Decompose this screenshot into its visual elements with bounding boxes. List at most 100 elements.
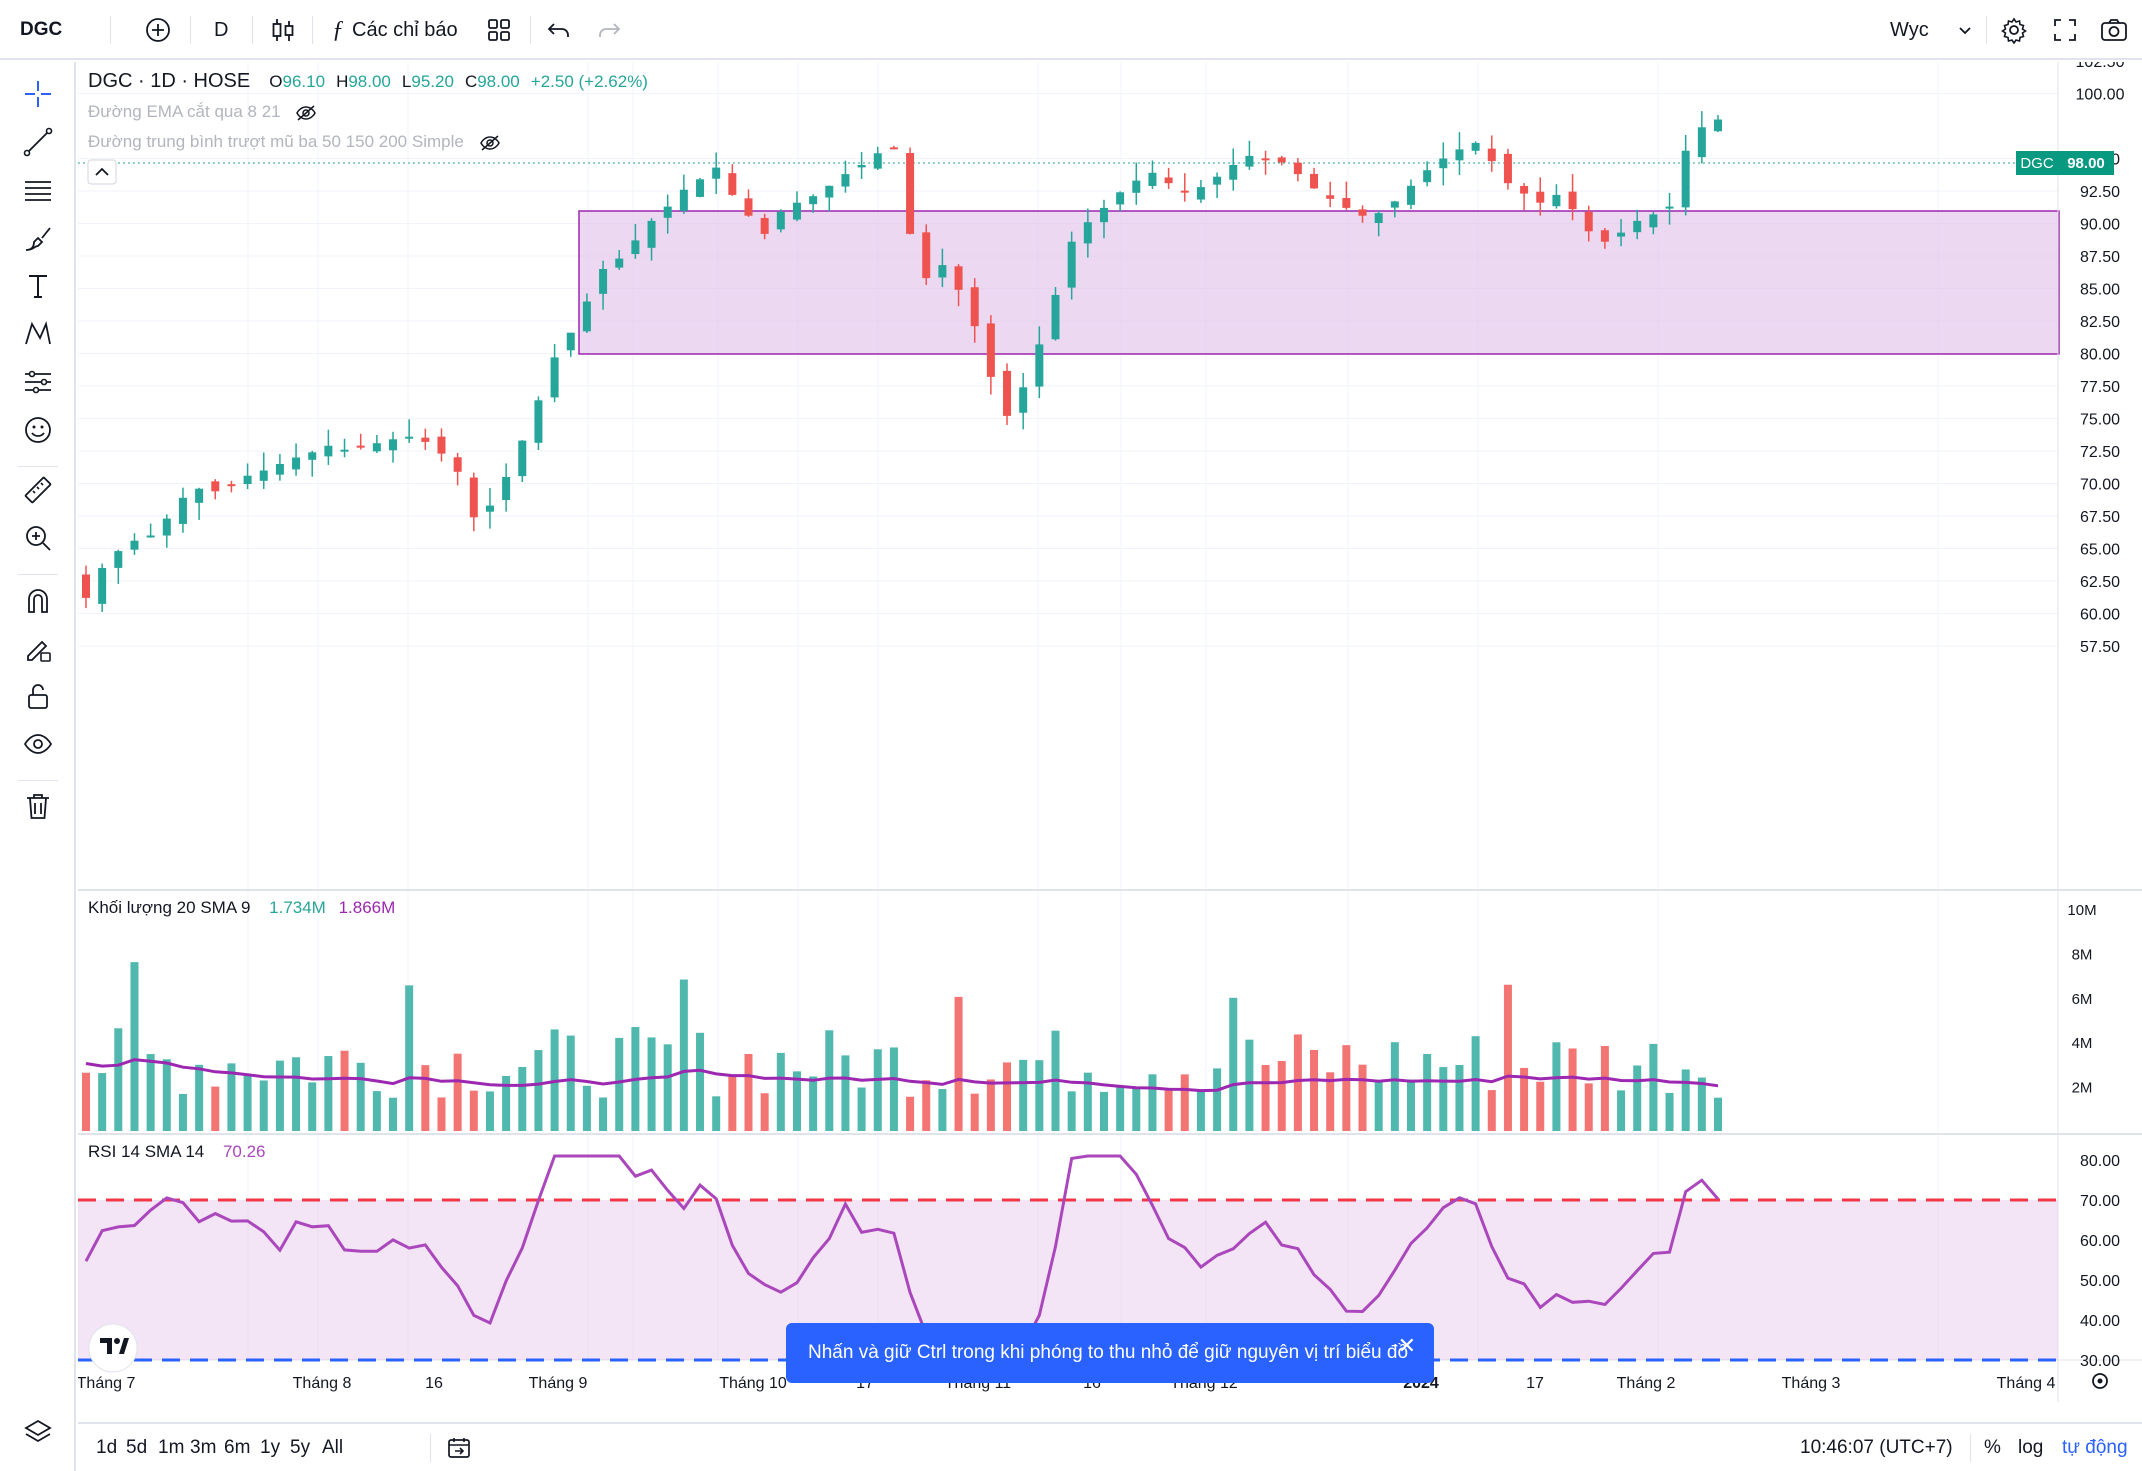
redo-button[interactable]: [596, 0, 622, 60]
price-tick: 80.00: [2080, 347, 2120, 364]
zoom-hint-toast[interactable]: Nhấn và giữ Ctrl trong khi phóng to thu …: [786, 1323, 1434, 1383]
forecast-tool[interactable]: [14, 358, 62, 406]
interval-button[interactable]: D: [214, 18, 229, 41]
candle-body: [566, 332, 575, 351]
candle-body: [922, 232, 931, 279]
volume-bar: [1584, 1083, 1593, 1131]
price-tick: 90.00: [2080, 217, 2120, 234]
rsi-legend[interactable]: RSI 14 SMA 14 70.26: [88, 1142, 266, 1162]
layout-menu-button[interactable]: Wyc: [1890, 0, 1975, 60]
measure-tool[interactable]: [14, 466, 62, 514]
volume-bar: [566, 1035, 575, 1131]
volume-bar: [372, 1091, 381, 1131]
candle-body: [1552, 194, 1561, 207]
zoom-tool[interactable]: [14, 514, 62, 562]
volume-bar: [1714, 1097, 1722, 1131]
stay-drawing-tool[interactable]: [14, 624, 62, 672]
volume-bar: [1358, 1064, 1367, 1131]
volume-bar: [1374, 1079, 1383, 1131]
collapse-legend-button[interactable]: [87, 159, 117, 185]
crosshair-tool[interactable]: [14, 70, 62, 118]
range-button-5d[interactable]: 5d: [126, 1436, 148, 1458]
toolbar-divider: [312, 16, 313, 44]
volume-bar: [1164, 1089, 1173, 1131]
log-scale-toggle[interactable]: log: [2018, 1436, 2044, 1458]
price-axis[interactable]: 102.50100.0095.0092.5090.0087.5085.0082.…: [2076, 54, 2125, 656]
candle-body: [1455, 149, 1464, 161]
toolbar-divider: [190, 16, 191, 44]
candle-body: [146, 535, 155, 538]
volume-bar: [178, 1093, 187, 1131]
range-button-6m[interactable]: 6m: [224, 1436, 251, 1458]
percent-scale-toggle[interactable]: %: [1984, 1436, 2001, 1458]
price-tick: 87.50: [2080, 249, 2120, 266]
volume-legend[interactable]: Khối lượng 20 SMA 9 1.734M 1.866M: [88, 898, 395, 918]
rsi-tick: 40.00: [2080, 1313, 2120, 1330]
indicators-label: Các chỉ báo: [352, 18, 458, 41]
auto-scale-toggle[interactable]: tự động: [2062, 1436, 2128, 1458]
symbol-title[interactable]: DGC · 1D · HOSE: [88, 70, 251, 92]
candle-body: [389, 439, 398, 451]
candle-body: [954, 266, 963, 290]
brush-tool[interactable]: [14, 214, 62, 262]
range-button-1y[interactable]: 1y: [260, 1436, 281, 1458]
templates-button[interactable]: [486, 0, 512, 60]
candle-body: [259, 470, 268, 481]
fib-tool[interactable]: [14, 166, 62, 214]
price-tick: 75.00: [2080, 412, 2120, 429]
go-to-date-button[interactable]: [446, 1424, 472, 1471]
chart-canvas[interactable]: 102.50100.0095.0092.5090.0087.5085.0082.…: [77, 54, 2142, 1402]
gear-icon: [2001, 17, 2027, 44]
volume-bar: [599, 1097, 608, 1131]
volume-axis[interactable]: 10M 8M 6M 4M 2M: [2067, 902, 2096, 1097]
indicator-legend-tema[interactable]: Đường trung bình trượt mũ ba 50 150 200 …: [88, 132, 501, 152]
candle-body: [615, 258, 624, 268]
rsi-axis[interactable]: 80.00 70.00 60.00 50.00 40.00 30.00: [2080, 1153, 2120, 1370]
candle-body: [1245, 155, 1254, 167]
candle-body: [889, 147, 898, 150]
eye-hidden-icon[interactable]: [295, 104, 317, 122]
range-button-1m[interactable]: 1m: [158, 1436, 185, 1458]
indicators-button[interactable]: ƒ Các chỉ báo: [332, 0, 458, 60]
volume-bar: [1665, 1092, 1674, 1131]
camera-icon: [2101, 19, 2127, 41]
range-button-all[interactable]: All: [322, 1436, 344, 1458]
eye-hidden-icon[interactable]: [479, 134, 501, 152]
timezone-clock[interactable]: 10:46:07 (UTC+7): [1800, 1436, 1953, 1458]
pattern-tool[interactable]: [14, 310, 62, 358]
close-icon[interactable]: ✕: [1397, 1333, 1416, 1358]
candle-body: [1439, 158, 1448, 169]
indicator-legend-ema[interactable]: Đường EMA cắt qua 8 21: [88, 102, 317, 122]
settings-button[interactable]: [2000, 0, 2028, 60]
candle-body: [776, 211, 785, 230]
lock-drawings-tool[interactable]: [14, 672, 62, 720]
fullscreen-button[interactable]: [2052, 0, 2078, 60]
volume-bar: [421, 1065, 430, 1131]
emoji-tool[interactable]: [14, 406, 62, 454]
volume-bar: [1633, 1065, 1642, 1131]
object-tree-button[interactable]: [14, 1408, 62, 1456]
range-button-3m[interactable]: 3m: [190, 1436, 217, 1458]
chart-type-button[interactable]: [270, 0, 296, 60]
trend-line-tool[interactable]: [14, 118, 62, 166]
rsi-tick: 30.00: [2080, 1353, 2120, 1370]
candle-body: [906, 152, 915, 234]
compare-symbol-button[interactable]: [144, 0, 172, 60]
chart-area[interactable]: 102.50100.0095.0092.5090.0087.5085.0082.…: [77, 54, 2142, 1402]
remove-drawings-tool[interactable]: [14, 782, 62, 830]
toast-text: Nhấn và giữ Ctrl trong khi phóng to thu …: [808, 1342, 1409, 1363]
undo-button[interactable]: [546, 0, 572, 60]
text-tool[interactable]: [14, 262, 62, 310]
time-axis[interactable]: Tháng 7 Tháng 8 16 Tháng 9 Tháng 10 17 Tháng 1…: [77, 1375, 2056, 1392]
candle-body: [1277, 157, 1286, 163]
tradingview-logo[interactable]: [88, 1323, 138, 1373]
range-button-5y[interactable]: 5y: [290, 1436, 311, 1458]
hide-drawings-tool[interactable]: [14, 720, 62, 768]
candle-body: [308, 452, 317, 460]
symbol-search-button[interactable]: DGC: [20, 19, 63, 40]
consolidation-zone[interactable]: [578, 210, 2060, 355]
screenshot-button[interactable]: [2100, 0, 2128, 60]
magnet-tool[interactable]: [14, 576, 62, 624]
time-axis-settings-button[interactable]: [2092, 1373, 2108, 1389]
range-button-1d[interactable]: 1d: [96, 1436, 118, 1458]
